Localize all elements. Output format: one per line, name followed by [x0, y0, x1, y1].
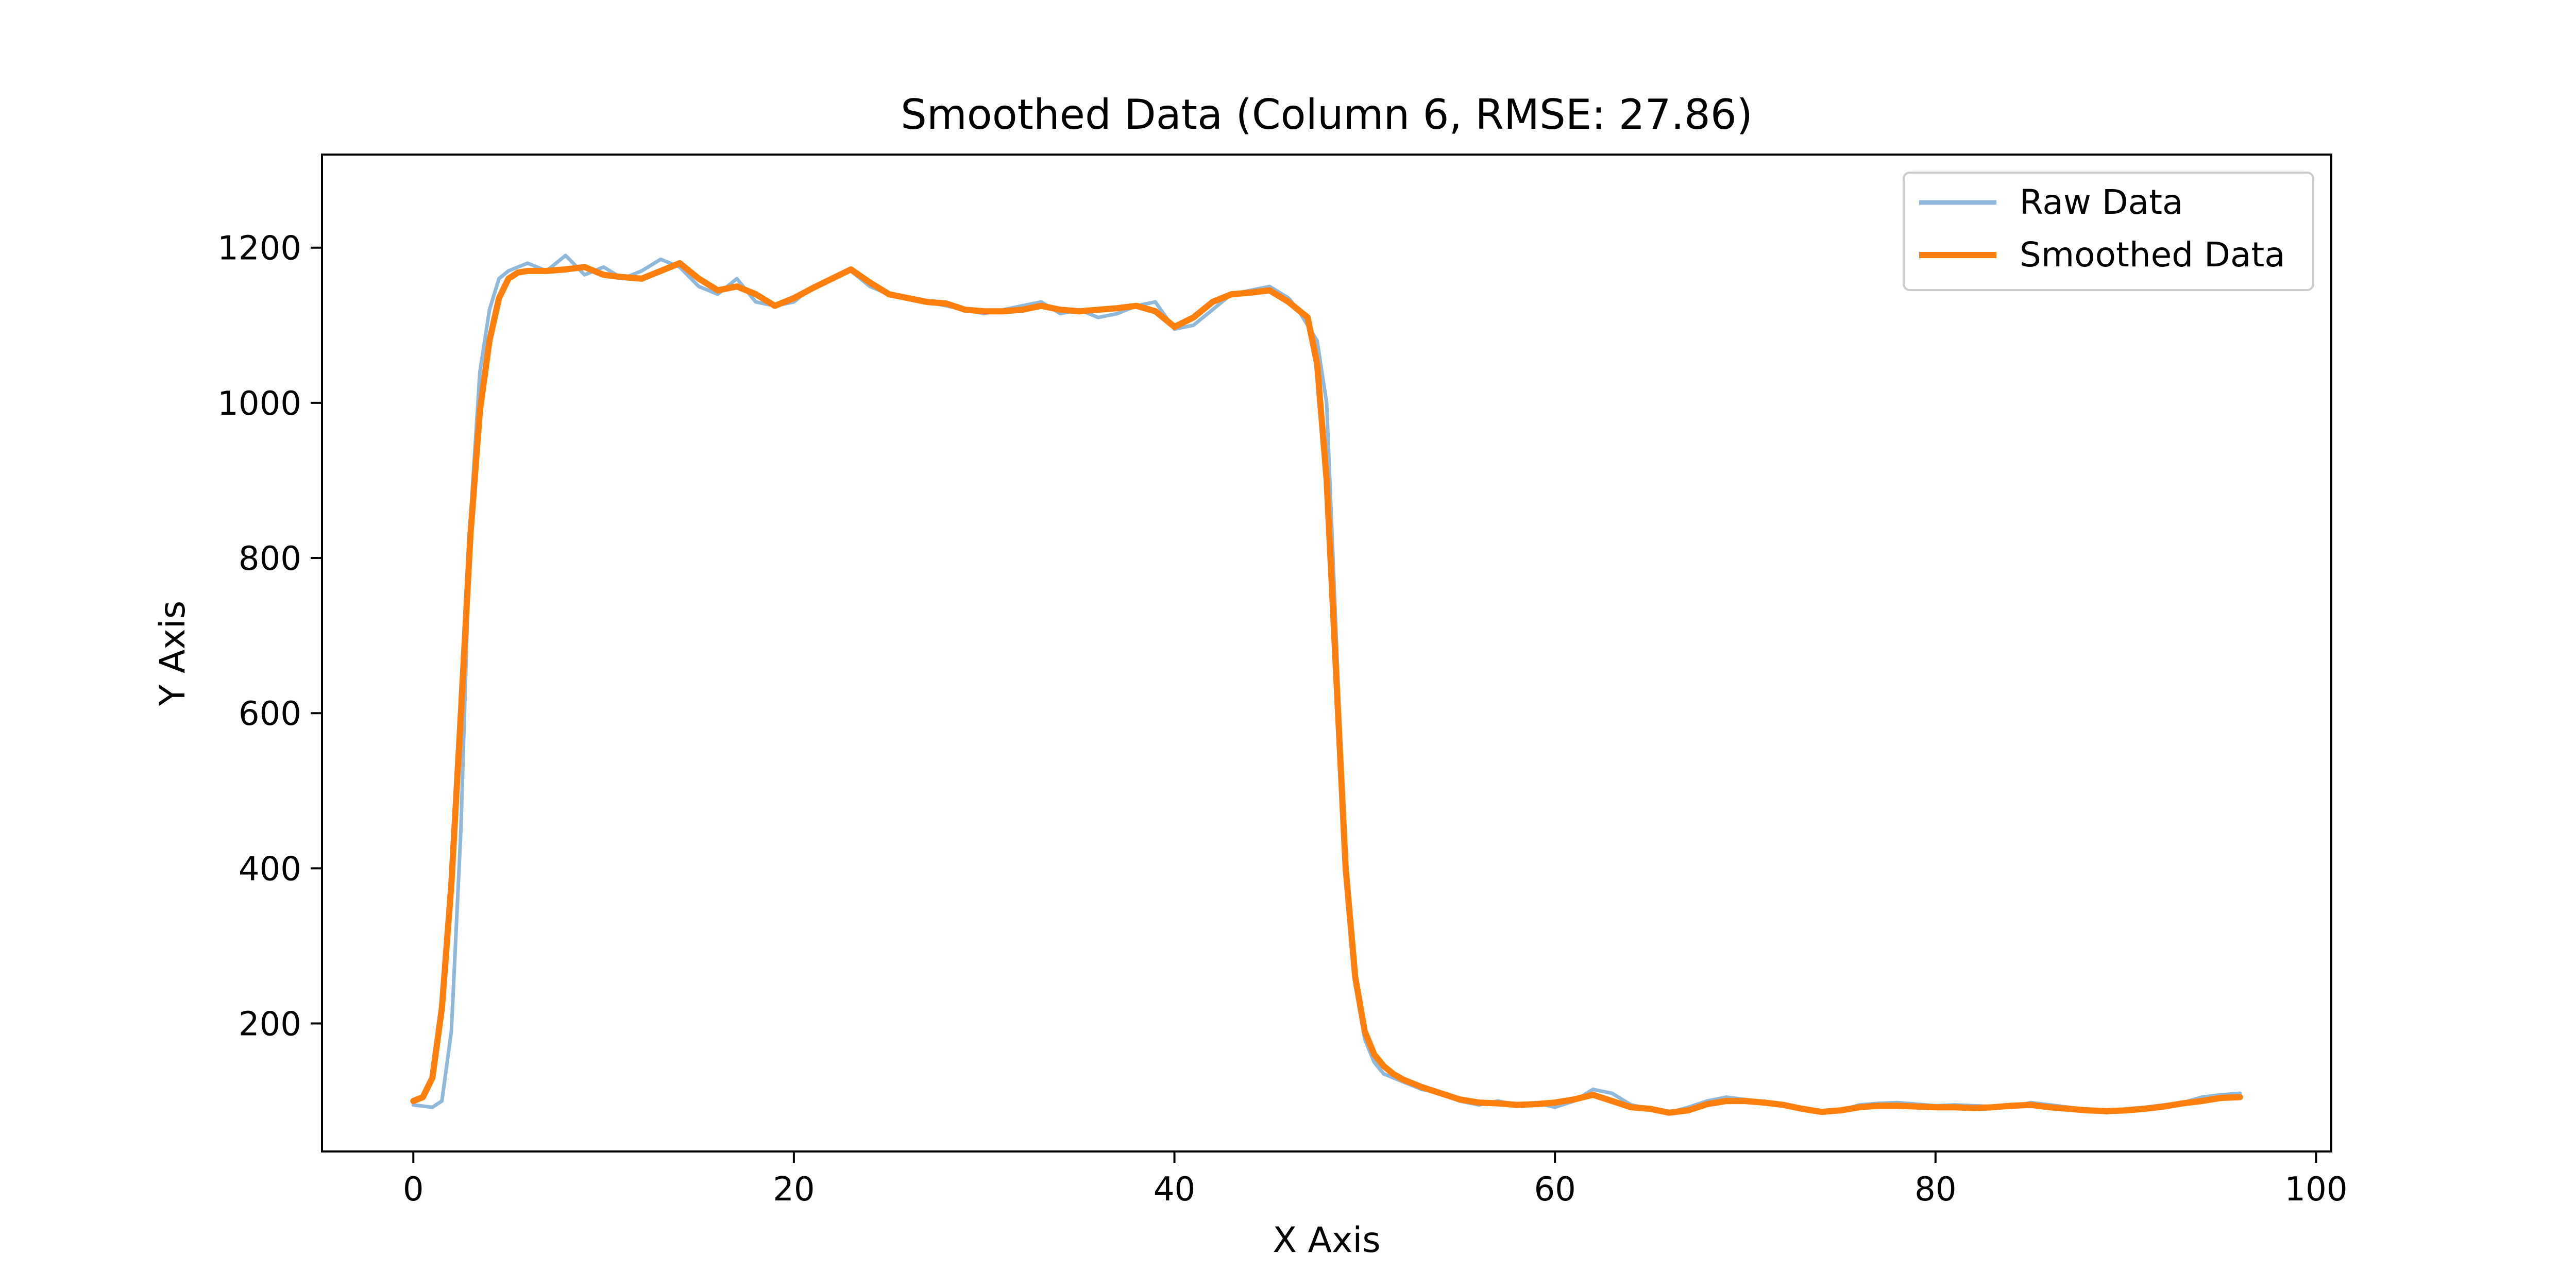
y-tick-label: 400 — [239, 850, 301, 888]
y-tick-label: 800 — [239, 540, 301, 578]
y-axis-label: Y Axis — [152, 601, 193, 706]
y-tick-label: 600 — [239, 695, 301, 733]
legend-box — [1903, 172, 2314, 291]
x-axis: 0 20 40 60 80 100 — [403, 1151, 2348, 1209]
y-tick-label: 200 — [239, 1006, 301, 1044]
plot-area — [321, 154, 2332, 1153]
series-layer — [410, 253, 2243, 1116]
x-tick-label: 100 — [2284, 1171, 2347, 1209]
x-tick-label: 20 — [773, 1171, 815, 1209]
smoothed-data-line — [410, 260, 2243, 1116]
chart-title: Smoothed Data (Column 6, RMSE: 27.86) — [901, 91, 1753, 139]
x-tick-label: 80 — [1914, 1171, 1956, 1209]
legend-raw-data-label: Raw Data — [2020, 182, 2183, 222]
x-tick-label: 0 — [403, 1171, 424, 1209]
x-axis-label: X Axis — [1273, 1220, 1380, 1261]
y-tick-label: 1000 — [217, 385, 301, 423]
y-axis: 200 400 600 800 1000 1200 — [217, 230, 322, 1044]
legend-smoothed-data-label: Smoothed Data — [2020, 235, 2285, 275]
plot-frame — [321, 154, 2332, 1153]
x-tick-label: 40 — [1154, 1171, 1195, 1209]
legend: Raw Data Smoothed Data — [1903, 172, 2314, 291]
y-tick-label: 1200 — [217, 230, 301, 268]
x-tick-label: 60 — [1534, 1171, 1575, 1209]
